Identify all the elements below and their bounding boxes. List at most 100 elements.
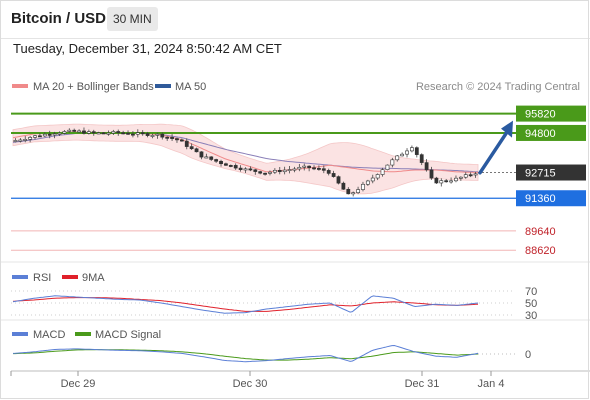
candle-body [91,131,96,134]
candle-body [370,177,375,182]
macd-line [12,344,479,363]
header-divider [0,38,590,39]
candle-body [317,168,321,170]
rsi-tick-70: 70 [525,286,537,298]
candle-body [268,171,272,174]
candle-body [400,153,405,157]
rsi-ma-legend-label: 9MA [82,272,105,284]
candle-body [126,132,130,135]
candle-body [179,139,184,142]
candle-body [365,180,370,185]
candle-body [390,159,395,166]
candle-body [199,151,204,158]
candle-body [28,137,33,140]
candle-body [292,168,297,171]
resistance-tag-94800 [516,124,586,141]
candle-body [135,132,140,135]
candle-body [248,168,253,171]
candle-body [228,165,233,167]
candle-body [375,174,380,179]
candle-body [175,138,179,141]
candle-body [287,169,292,172]
candle-body [258,171,263,174]
candle-body [155,133,160,136]
candle-body [233,165,238,169]
resistance-label-94800: 94800 [525,128,556,140]
candle-body [57,132,62,135]
research-credit: Research © 2024 Trading Central [416,81,580,93]
candle-body [131,133,135,136]
candle-body [395,155,400,161]
rsi-legend-label: RSI [33,272,51,284]
forecast-arrow-head [501,120,513,138]
candle-body [463,174,468,178]
rsi-line [12,295,479,314]
candle-body [121,132,126,135]
candle-body [82,130,86,134]
candle-body [238,167,243,170]
candle-body [321,168,326,171]
candle-body [468,174,473,177]
candle-body [62,131,67,134]
timeframe-button[interactable]: 30 MIN [107,7,158,31]
rsi-ma-legend-swatch [62,275,78,279]
candle-body [356,189,360,193]
candle-body [263,172,267,175]
candle-body [336,176,341,184]
x-tick-label: Dec 30 [233,378,268,390]
bollinger-band [12,123,479,195]
candle-body [449,180,453,183]
candle-body [405,150,409,155]
resistance-label-95820: 95820 [525,109,556,121]
candle-body [189,146,194,150]
ma50-legend-swatch [155,84,171,88]
candle-body [282,169,287,173]
macd-legend-swatch [12,332,28,336]
candle-body [380,169,385,175]
pivot-label: 92715 [525,168,556,180]
support-tag-91360 [516,190,586,207]
candle-body [272,169,277,173]
candle-body [414,147,419,155]
x-tick-label: Dec 31 [405,378,440,390]
macd-signal-legend-label: MACD Signal [95,329,161,341]
macd-signal-legend-swatch [75,332,91,336]
candle-body [209,156,214,160]
candle-body [341,182,346,190]
target-label-88620: 88620 [525,245,556,257]
candle-body [184,140,189,147]
candle-body [150,135,155,137]
forecast-arrow-shaft [478,128,510,175]
candle-body [277,169,282,173]
candle-body [429,169,434,179]
candle-body [77,130,81,133]
candle-body [194,148,199,153]
candle-body [170,137,174,139]
ma20-legend-label: MA 20 + Bollinger Bands [33,81,154,93]
candle-body [361,183,365,190]
ma50-legend-label: MA 50 [175,81,206,93]
candle-body [111,131,116,134]
target-label-89640: 89640 [525,226,556,238]
candle-body [42,133,47,137]
candle-body [67,129,72,132]
pivot-tag [516,164,586,181]
resistance-tag-95820 [516,105,586,122]
candle-body [86,131,91,134]
candle-body [458,176,463,179]
candle-body [424,162,429,171]
candle-body [18,139,23,142]
candle-body [140,132,145,135]
candle-body [47,133,52,136]
candle-body [307,165,312,169]
candle-body [302,165,307,168]
timestamp: Tuesday, December 31, 2024 8:50:42 AM CE… [13,41,282,56]
rsi-legend-swatch [12,275,28,279]
rsi-tick-30: 30 [525,310,537,322]
candle-body [165,136,170,139]
candle-body [351,192,356,195]
candle-body [297,167,302,170]
candle-body [106,132,111,135]
candle-body [33,135,37,138]
